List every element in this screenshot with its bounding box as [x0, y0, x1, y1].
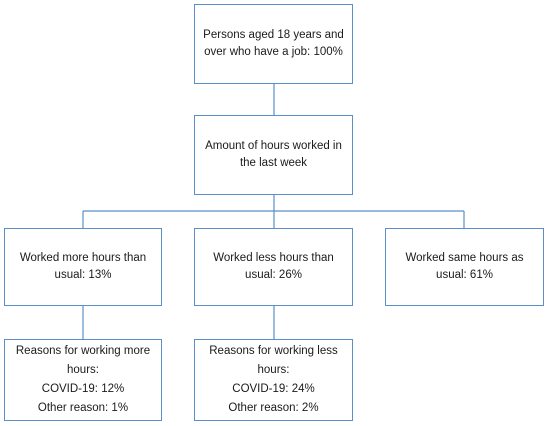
node-text-line: usual: 61%: [436, 269, 493, 281]
node-reasons-less: Reasons for working less hours: COVID-19…: [194, 339, 353, 421]
node-text-line: over who have a job: 100%: [204, 46, 343, 58]
node-text-line: the last week: [239, 157, 308, 169]
node-worked-less: Worked less hours than usual: 26%: [194, 228, 353, 306]
node-text-line: Worked same hours as: [405, 252, 524, 264]
node-text-line: Reasons for working less: [209, 345, 338, 357]
node-text-line: Reasons for working more: [15, 345, 151, 357]
node-employed-persons: Persons aged 18 years and over who have …: [194, 4, 353, 84]
node-hours-worked: Amount of hours worked in the last week: [194, 115, 353, 195]
node-worked-same: Worked same hours as usual: 61%: [385, 228, 544, 306]
node-text-line: COVID-19: 12%: [41, 383, 125, 395]
node-text-line: Persons aged 18 years and: [203, 29, 344, 41]
node-text-line: COVID-19: 24%: [232, 383, 315, 395]
node-worked-more: Worked more hours than usual: 13%: [4, 228, 162, 306]
node-text-line: Amount of hours worked in: [205, 140, 342, 152]
node-text-line: Worked more hours than: [19, 252, 147, 264]
node-text-line: usual: 13%: [54, 269, 112, 281]
node-text-line: Other reason: 2%: [228, 402, 319, 414]
node-text-line: Other reason: 1%: [37, 402, 129, 414]
node-text-line: Worked less hours than: [213, 252, 334, 264]
node-text-line: hours:: [67, 364, 99, 376]
node-text-line: hours:: [257, 364, 290, 376]
node-text-line: usual: 26%: [245, 269, 302, 281]
node-reasons-more: Reasons for working more hours: COVID-19…: [4, 339, 162, 421]
